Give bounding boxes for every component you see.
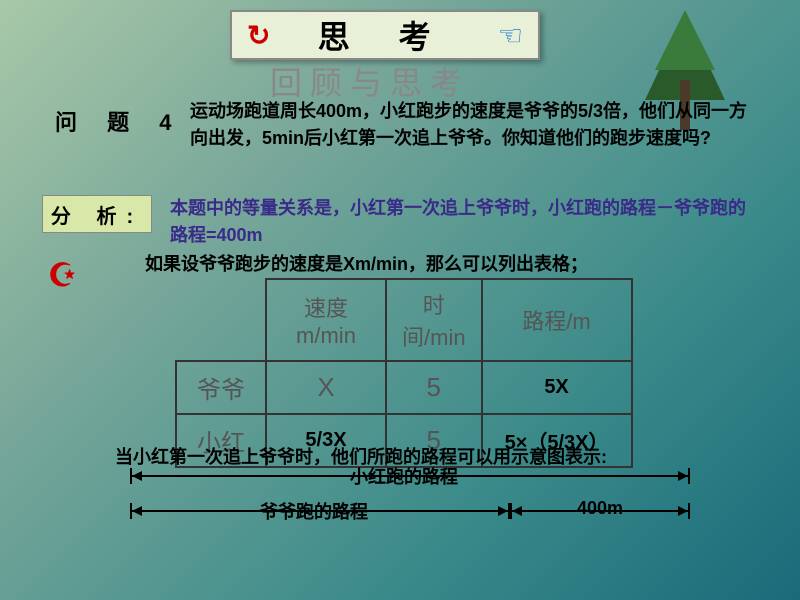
col-time: 时间/min [386, 279, 482, 361]
label-grandpa: 爷爷跑的路程 [255, 498, 373, 524]
question-text: 运动场跑道周长400m，小红跑步的速度是爷爷的5/3倍，他们从同一方向出发，5m… [190, 98, 750, 152]
title-box: ↻ 思 考 ☜ [230, 10, 540, 60]
cell-c13: 5X [482, 361, 632, 414]
moon-icon: ☪ [48, 256, 77, 294]
col-speed: 速度m/min [266, 279, 386, 361]
question-label: 问 题 4 [55, 105, 183, 137]
cell-c11: X [266, 361, 386, 414]
title-text: 思 考 [318, 12, 451, 58]
analysis-line2: 如果设爷爷跑步的速度是Xm/min，那么可以列出表格； [145, 250, 765, 276]
label-top: 小红跑的路程 [345, 463, 463, 489]
data-table: 速度m/min 时间/min 路程/m 爷爷 X 5 5X 小红 5/3X 5 … [175, 278, 633, 468]
refresh-icon: ↻ [247, 19, 270, 52]
distance-diagram: 小红跑的路程 爷爷跑的路程 400m [130, 465, 690, 545]
analysis-line1: 本题中的等量关系是，小红第一次追上爷爷时，小红跑的路程－爷爷跑的路程=400m [170, 195, 750, 249]
col-distance: 路程/m [482, 279, 632, 361]
row-grandpa: 爷爷 [176, 361, 266, 414]
label-400m: 400m [572, 498, 628, 519]
cell-c12: 5 [386, 361, 482, 414]
analysis-label: 分 析: [42, 195, 152, 233]
hand-icon: ☜ [498, 19, 523, 52]
